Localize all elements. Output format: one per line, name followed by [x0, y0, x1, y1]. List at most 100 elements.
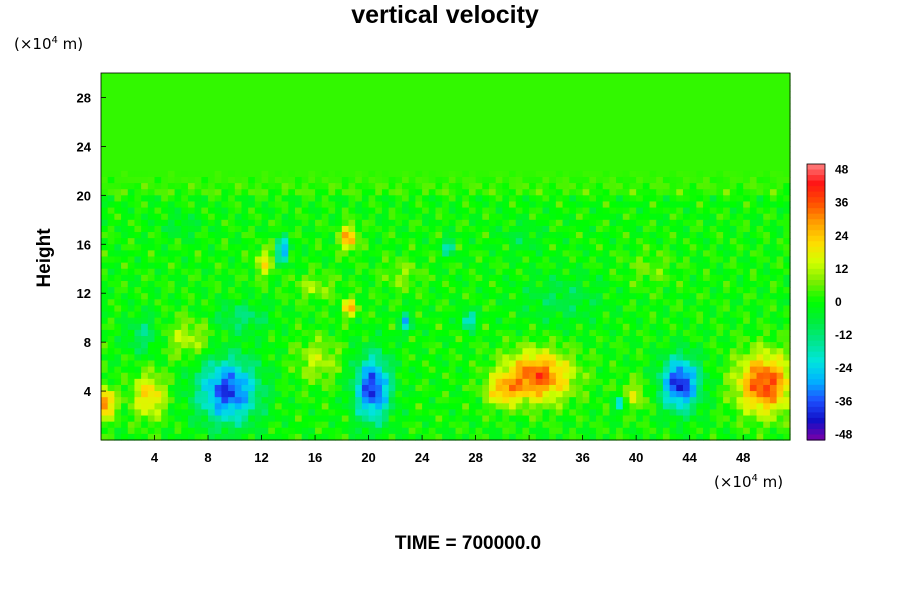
heatmap-cell: [455, 287, 463, 294]
heatmap-cell: [101, 287, 109, 294]
heatmap-cell: [488, 73, 497, 80]
heatmap-cell: [208, 287, 216, 294]
heatmap-cell: [361, 79, 370, 86]
heatmap-cell: [562, 207, 570, 215]
heatmap-cell: [101, 207, 109, 215]
heatmap-cell: [502, 128, 510, 135]
heatmap-cell: [161, 134, 169, 141]
heatmap-cell: [388, 152, 396, 160]
heatmap-cell: [636, 103, 644, 111]
heatmap-cell: [696, 91, 704, 99]
heatmap-cell: [482, 170, 490, 178]
heatmap-cell: [408, 305, 416, 313]
heatmap-cell: [609, 250, 617, 258]
heatmap-cell: [348, 366, 356, 374]
heatmap-cell: [194, 336, 202, 343]
heatmap-cell: [589, 207, 597, 215]
heatmap-cell: [308, 311, 316, 319]
heatmap-cell: [555, 189, 564, 196]
heatmap-cell: [422, 299, 430, 307]
heatmap-cell: [535, 189, 544, 196]
heatmap-cell: [134, 189, 142, 196]
heatmap-cell: [656, 262, 664, 270]
heatmap-cell: [428, 250, 437, 258]
heatmap-cell: [248, 183, 256, 190]
heatmap-cell: [488, 91, 497, 99]
heatmap-cell: [723, 176, 731, 184]
heatmap-cell: [575, 134, 584, 141]
heatmap-cell: [475, 140, 483, 147]
heatmap-cell: [515, 170, 524, 178]
heatmap-cell: [569, 109, 577, 117]
heatmap-cell: [649, 219, 657, 227]
heatmap-cell: [341, 262, 350, 270]
heatmap-cell: [542, 103, 550, 111]
heatmap-cell: [609, 293, 617, 300]
heatmap-cell: [549, 97, 557, 105]
heatmap-cell: [582, 170, 590, 178]
heatmap-cell: [769, 146, 778, 154]
heatmap-cell: [248, 256, 256, 264]
heatmap-cell: [763, 164, 771, 172]
heatmap-cell: [736, 354, 744, 362]
heatmap-cell: [254, 354, 263, 362]
heatmap-cell: [703, 287, 711, 294]
heatmap-cell: [682, 238, 691, 245]
heatmap-cell: [361, 134, 370, 141]
heatmap-cell: [315, 287, 323, 294]
heatmap-cell: [402, 189, 410, 196]
heatmap-cell: [154, 244, 162, 251]
heatmap-cell: [428, 262, 437, 270]
heatmap-cell: [723, 109, 731, 117]
heatmap-cell: [294, 183, 303, 190]
heatmap-cell: [696, 170, 704, 178]
heatmap-cell: [355, 274, 363, 282]
heatmap-cell: [676, 91, 684, 99]
heatmap-cell: [341, 134, 350, 141]
heatmap-cell: [689, 195, 697, 203]
heatmap-cell: [609, 207, 617, 215]
heatmap-cell: [274, 305, 283, 313]
heatmap-cell: [121, 152, 129, 160]
heatmap-cell: [321, 213, 330, 221]
heatmap-cell: [248, 250, 256, 258]
heatmap-cell: [127, 79, 136, 86]
heatmap-cell: [234, 103, 243, 111]
heatmap-cell: [154, 293, 162, 300]
heatmap-cell: [589, 140, 597, 147]
heatmap-cell: [402, 256, 410, 264]
heatmap-cell: [703, 103, 711, 111]
heatmap-cell: [676, 97, 684, 105]
heatmap-cell: [274, 317, 283, 325]
heatmap-cell: [488, 213, 497, 221]
heatmap-cell: [408, 268, 416, 276]
heatmap-cell: [388, 366, 396, 374]
heatmap-cell: [274, 219, 283, 227]
heatmap-cell: [475, 207, 483, 215]
heatmap-cell: [408, 91, 416, 99]
heatmap-cell: [649, 97, 657, 105]
heatmap-cell: [622, 299, 631, 307]
heatmap-cell: [341, 280, 350, 288]
heatmap-cell: [636, 79, 644, 86]
heatmap-cell: [308, 329, 316, 337]
heatmap-cell: [261, 225, 269, 233]
heatmap-cell: [428, 342, 437, 349]
heatmap-cell: [462, 79, 470, 86]
heatmap-cell: [435, 299, 443, 307]
heatmap-cell: [669, 158, 677, 166]
heatmap-cell: [274, 73, 283, 80]
heatmap-cell: [174, 336, 182, 343]
heatmap-cell: [127, 195, 136, 203]
heatmap-cell: [114, 311, 122, 319]
heatmap-cell: [361, 97, 370, 105]
heatmap-cell: [187, 360, 196, 368]
heatmap-cell: [649, 201, 657, 209]
heatmap-cell: [101, 158, 109, 166]
heatmap-cell: [121, 164, 129, 172]
heatmap-cell: [609, 219, 617, 227]
heatmap-cell: [676, 109, 684, 117]
heatmap-cell: [134, 85, 142, 92]
heatmap-cell: [335, 134, 343, 141]
heatmap-cell: [114, 256, 122, 264]
